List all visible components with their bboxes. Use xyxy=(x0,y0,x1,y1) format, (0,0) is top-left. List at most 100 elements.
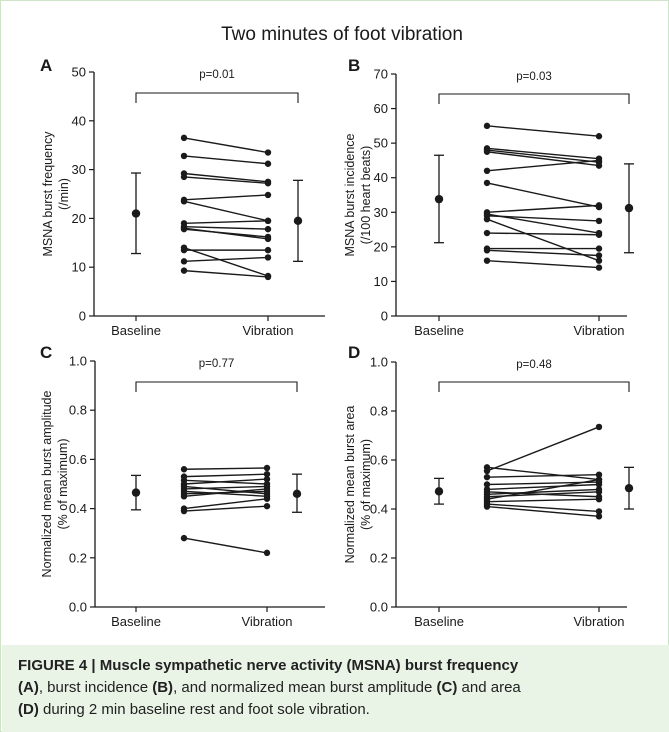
y-axis-title: MSNA burst incidence xyxy=(343,133,357,256)
subject-line xyxy=(183,176,269,184)
y-tick-label: 0.6 xyxy=(69,452,87,467)
mean-marker xyxy=(434,194,444,204)
subject-line xyxy=(486,232,600,236)
subject-line xyxy=(183,488,268,497)
mean-marker xyxy=(624,203,634,213)
subject-line xyxy=(183,155,269,165)
mean-marker xyxy=(293,216,303,226)
subject-line xyxy=(183,247,269,277)
y-tick-label: 10 xyxy=(72,260,86,275)
x-tick-label: Baseline xyxy=(111,323,161,338)
y-tick-label: 0.8 xyxy=(370,404,388,419)
y-axis-title: (% of maximum) xyxy=(359,439,373,530)
x-tick-label: Baseline xyxy=(414,614,464,629)
y-tick-label: 40 xyxy=(72,113,86,128)
subject-line xyxy=(486,426,600,472)
y-axis-title: Normalized mean burst amplitude xyxy=(40,391,54,578)
data-point-vibration xyxy=(264,273,272,281)
data-point-vibration xyxy=(263,549,271,557)
x-tick-label: Vibration xyxy=(242,323,293,338)
data-point-baseline xyxy=(180,152,188,160)
subject-line xyxy=(486,483,600,491)
y-tick-label: 50 xyxy=(374,136,388,151)
data-point-baseline xyxy=(180,134,188,142)
data-point-baseline xyxy=(483,503,491,510)
data-point-vibration xyxy=(595,471,603,478)
caption-band: FIGURE 4 | Muscle sympathetic nerve acti… xyxy=(2,645,669,732)
data-point-vibration xyxy=(264,191,272,199)
data-point-vibration xyxy=(595,133,603,140)
y-tick-label: 1.0 xyxy=(370,355,388,370)
x-tick-label: Baseline xyxy=(414,323,464,338)
data-point-vibration xyxy=(595,481,603,488)
subject-line xyxy=(183,505,268,512)
caption-text-3: and area xyxy=(457,679,521,696)
data-point-baseline xyxy=(483,229,491,237)
data-point-vibration xyxy=(264,254,272,261)
figure-chart: Two minutes of foot vibration A 0 10 20 30 40… xyxy=(40,24,634,629)
data-point-vibration xyxy=(595,231,603,238)
significance-bracket xyxy=(135,381,298,392)
data-point-vibration xyxy=(595,508,603,515)
caption-lead: Muscle sympathetic nerve activity (MSNA)… xyxy=(99,657,519,674)
panel-letter: A xyxy=(40,56,52,75)
p-value-label: p=0.01 xyxy=(199,69,235,81)
subject-line xyxy=(183,137,269,154)
subject-line xyxy=(183,225,269,230)
mean-marker xyxy=(624,483,634,493)
mean-marker xyxy=(131,209,141,218)
panel-c: C 0.0 0.2 0.4 0.6 0.8 1.0 Baseline Vibration Norm… xyxy=(40,343,325,629)
x-tick-label: Vibration xyxy=(573,323,624,338)
panel-d: D 0.0 0.2 0.4 0.6 0.8 1.0 Baseline Vibration Norm… xyxy=(343,343,634,629)
y-tick-label: 20 xyxy=(374,239,388,254)
y-tick-label: 30 xyxy=(72,162,86,177)
subject-line xyxy=(183,537,268,554)
subject-line xyxy=(486,159,600,172)
caption-ref-d: (D) xyxy=(18,701,39,718)
data-point-vibration xyxy=(595,488,603,496)
y-tick-label: 0.6 xyxy=(370,453,388,468)
data-point-vibration xyxy=(263,470,271,478)
subject-line xyxy=(183,498,268,510)
x-tick-label: Vibration xyxy=(573,614,624,629)
y-axis-title: (/100 heart beats) xyxy=(359,146,373,245)
x-tick-label: Vibration xyxy=(241,614,292,629)
data-point-baseline xyxy=(483,179,491,187)
subject-line xyxy=(486,149,600,163)
data-point-baseline xyxy=(180,507,188,515)
subject-line xyxy=(486,503,600,513)
y-axis-title: MSNA burst frequency xyxy=(41,131,55,257)
caption-text-2: , and normalized mean burst amplitude xyxy=(173,679,437,696)
data-point-baseline xyxy=(483,481,491,488)
y-tick-label: 70 xyxy=(374,67,388,82)
y-axis-title: (% of maximum) xyxy=(56,439,70,530)
data-point-vibration xyxy=(595,257,603,264)
subject-line xyxy=(486,474,600,478)
data-point-vibration xyxy=(264,180,272,187)
significance-bracket xyxy=(438,93,630,104)
data-point-baseline xyxy=(180,493,188,500)
y-tick-label: 0.0 xyxy=(370,600,388,615)
significance-bracket xyxy=(135,92,299,103)
significance-bracket xyxy=(438,381,630,392)
y-tick-label: 30 xyxy=(374,205,388,220)
y-tick-label: 0 xyxy=(79,309,86,324)
data-point-baseline xyxy=(180,246,188,254)
figure-title: Two minutes of foot vibration xyxy=(221,24,463,45)
data-point-baseline xyxy=(180,534,188,542)
data-point-baseline xyxy=(180,258,188,265)
subject-line xyxy=(486,182,600,208)
data-point-vibration xyxy=(595,245,603,252)
p-value-label: p=0.77 xyxy=(199,358,235,370)
subject-line xyxy=(183,194,269,201)
data-point-vibration xyxy=(263,495,271,502)
caption-ref-b: (B) xyxy=(152,679,174,696)
panel-letter: C xyxy=(40,343,52,362)
y-tick-label: 1.0 xyxy=(69,354,87,369)
data-point-baseline xyxy=(483,216,491,223)
panel-b: B 0 10 20 30 40 50 60 70 Baseline Vibration MSNA bu… xyxy=(343,56,634,338)
subject-line xyxy=(183,485,268,490)
data-point-baseline xyxy=(180,267,188,274)
y-tick-label: 0.4 xyxy=(69,501,87,516)
